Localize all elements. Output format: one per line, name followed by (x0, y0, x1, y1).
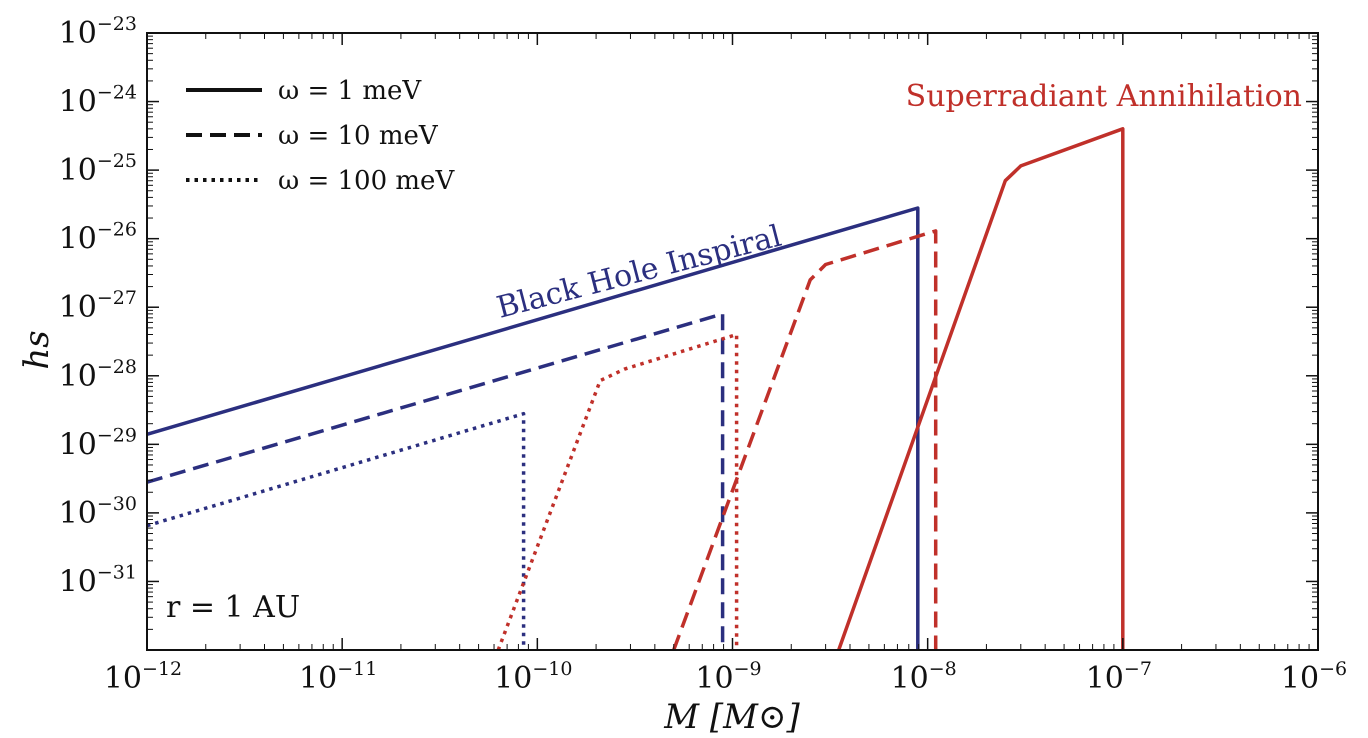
y-tick-label: 10−23 (59, 13, 137, 51)
legend-label: ω = 1 meV (278, 76, 422, 106)
y-tick-label: 10−28 (59, 356, 137, 394)
y-tick-label: 10−30 (59, 493, 137, 531)
y-tick-label: 10−26 (59, 219, 137, 257)
y-axis-title: hs (17, 330, 57, 369)
y-tick-label: 10−29 (59, 424, 137, 462)
x-tick-label: 10−11 (299, 658, 377, 696)
annotation-black-hole-inspiral: Black Hole Inspiral (493, 219, 785, 326)
legend-label: ω = 100 meV (278, 166, 455, 196)
x-tick-label: 10−7 (1086, 658, 1152, 696)
y-tick-label: 10−27 (59, 287, 137, 325)
axis-titles: M [M⊙] hs (17, 330, 800, 737)
y-tick-label: 10−31 (59, 561, 137, 599)
inspiral-dashed-line (146, 312, 725, 650)
x-tick-label: 10−9 (695, 658, 761, 696)
x-tick-label: 10−12 (104, 658, 182, 696)
axes-layer: 10−12 10−11 10−10 10−9 10−8 10−7 10−6 10−23 10−2… (59, 13, 1347, 696)
annotation-distance: r = 1 AU (166, 590, 300, 625)
y-tick-label: 10−24 (59, 82, 137, 120)
annotations-layer: Black Hole Inspiral Superradiant Annihila… (166, 79, 1302, 625)
curves-layer (146, 127, 1125, 651)
x-tick-label: 10−6 (1281, 658, 1347, 696)
annihilation-dotted-line (496, 332, 739, 651)
inspiral-dotted-line (146, 411, 526, 650)
y-tick-label: 10−25 (59, 150, 137, 188)
x-axis-title: M [M⊙] (663, 697, 800, 737)
legend-label: ω = 10 meV (278, 121, 439, 151)
annotation-superradiant-annihilation: Superradiant Annihilation (906, 79, 1302, 114)
annihilation-dashed-line (672, 229, 938, 651)
legend: ω = 1 meV ω = 10 meV ω = 100 meV (186, 76, 455, 196)
inspiral-solid-line (146, 206, 920, 650)
x-tick-label: 10−10 (494, 658, 572, 696)
annihilation-solid-line (837, 127, 1125, 651)
x-tick-label: 10−8 (891, 658, 957, 696)
